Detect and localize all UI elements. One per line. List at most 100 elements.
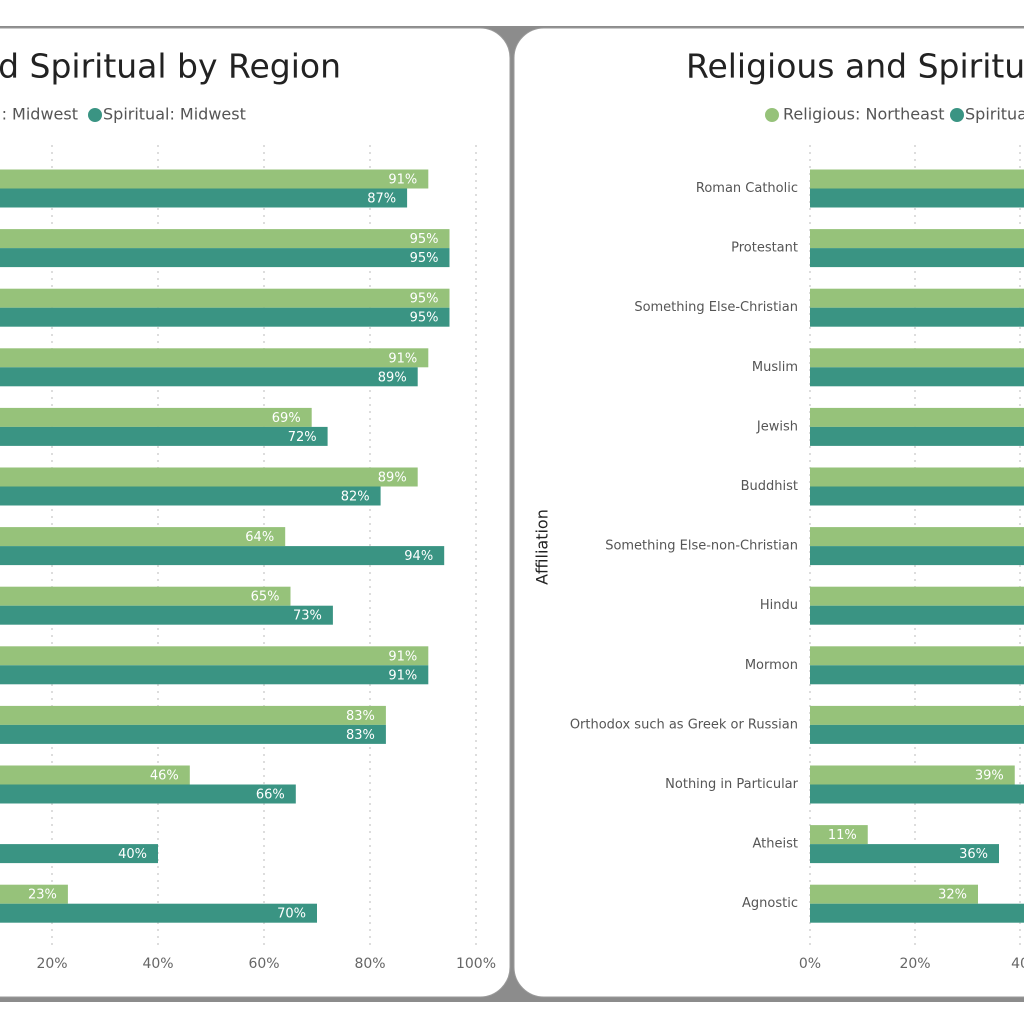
category-label: Mormon bbox=[745, 658, 798, 673]
bar bbox=[0, 288, 450, 308]
bar bbox=[810, 486, 1024, 506]
bar bbox=[0, 426, 328, 446]
legend-label: Spiritual: Midwest bbox=[103, 105, 246, 124]
bar bbox=[0, 705, 386, 725]
bar bbox=[810, 665, 1024, 685]
right-panel bbox=[513, 27, 1024, 998]
bar bbox=[0, 546, 445, 566]
bar bbox=[810, 646, 1024, 666]
bar bbox=[0, 765, 190, 785]
data-label: 40% bbox=[118, 847, 147, 862]
y-axis-label: Affiliation bbox=[533, 509, 552, 585]
data-label: 32% bbox=[938, 888, 967, 903]
bar bbox=[810, 605, 1024, 625]
data-label: 69% bbox=[272, 411, 301, 426]
category-label: Something Else-non-Christian bbox=[605, 539, 798, 554]
data-label: 64% bbox=[245, 530, 274, 545]
bar bbox=[0, 646, 429, 666]
x-tick-label: 20% bbox=[899, 956, 930, 972]
bar bbox=[810, 169, 1024, 189]
bar bbox=[0, 605, 333, 625]
data-label: 95% bbox=[410, 311, 439, 326]
bar bbox=[810, 467, 1024, 487]
data-label: 39% bbox=[975, 769, 1004, 784]
bar bbox=[0, 367, 418, 387]
bar bbox=[810, 248, 1024, 268]
bar bbox=[0, 884, 68, 904]
category-label: Roman Catholic bbox=[696, 181, 798, 196]
bar bbox=[810, 903, 1024, 923]
legend-label: : Midwest bbox=[2, 105, 78, 124]
bar bbox=[0, 844, 158, 864]
bar bbox=[810, 724, 1024, 744]
data-label: 91% bbox=[388, 173, 417, 188]
data-label: 87% bbox=[367, 192, 396, 207]
x-tick-label: 0% bbox=[799, 956, 821, 972]
data-label: 66% bbox=[256, 788, 285, 803]
category-label: Agnostic bbox=[742, 896, 798, 911]
bar bbox=[0, 229, 450, 249]
bar bbox=[810, 367, 1024, 387]
category-label: Buddhist bbox=[741, 479, 798, 494]
bar bbox=[810, 705, 1024, 725]
bar bbox=[0, 467, 418, 487]
chart-title: nd Spiritual by Region bbox=[0, 47, 341, 86]
category-label: Something Else-Christian bbox=[634, 300, 798, 315]
bar bbox=[810, 765, 1015, 785]
bar bbox=[810, 407, 1024, 427]
bar bbox=[0, 724, 386, 744]
data-label: 83% bbox=[346, 728, 375, 743]
bar bbox=[810, 784, 1024, 804]
bar bbox=[0, 665, 429, 685]
bar bbox=[810, 229, 1024, 249]
x-tick-label: 40 bbox=[1011, 956, 1024, 972]
legend-label: Religious: Northeast bbox=[783, 105, 944, 124]
data-label: 89% bbox=[378, 471, 407, 486]
data-label: 82% bbox=[341, 490, 370, 505]
category-label: Jewish bbox=[756, 419, 798, 434]
data-label: 36% bbox=[959, 847, 988, 862]
chart-title: Religious and Spiritua bbox=[686, 47, 1024, 86]
x-tick-label: 20% bbox=[36, 956, 67, 972]
data-label: 65% bbox=[251, 590, 280, 605]
x-tick-label: 60% bbox=[248, 956, 279, 972]
legend-dot bbox=[88, 108, 102, 122]
category-label: Protestant bbox=[731, 241, 798, 256]
bar bbox=[810, 586, 1024, 606]
data-label: 94% bbox=[404, 549, 433, 564]
category-label: Atheist bbox=[753, 837, 798, 852]
data-label: 95% bbox=[410, 232, 439, 247]
bar bbox=[810, 426, 1024, 446]
data-label: 95% bbox=[410, 251, 439, 266]
bar bbox=[0, 784, 296, 804]
x-tick-label: 40% bbox=[142, 956, 173, 972]
bar bbox=[810, 307, 1024, 327]
data-label: 73% bbox=[293, 609, 322, 624]
bar bbox=[810, 844, 999, 864]
category-label: Orthodox such as Greek or Russian bbox=[570, 717, 798, 732]
data-label: 91% bbox=[388, 668, 417, 683]
data-label: 72% bbox=[288, 430, 317, 445]
x-tick-label: 80% bbox=[354, 956, 385, 972]
bar bbox=[810, 884, 978, 904]
data-label: 11% bbox=[828, 828, 857, 843]
data-label: 23% bbox=[28, 888, 57, 903]
left-panel bbox=[0, 27, 511, 998]
data-label: 83% bbox=[346, 709, 375, 724]
bar bbox=[0, 407, 312, 427]
data-label: 70% bbox=[277, 907, 306, 922]
bar bbox=[0, 527, 286, 547]
bar bbox=[810, 527, 1024, 547]
data-label: 89% bbox=[378, 370, 407, 385]
x-tick-label: 100% bbox=[456, 956, 496, 972]
data-label: 46% bbox=[150, 769, 179, 784]
bar bbox=[810, 825, 868, 845]
bar bbox=[810, 348, 1024, 368]
bar bbox=[0, 903, 317, 923]
legend-dot bbox=[765, 108, 779, 122]
category-label: Muslim bbox=[752, 360, 798, 375]
bar bbox=[810, 188, 1024, 208]
bar bbox=[0, 307, 450, 327]
